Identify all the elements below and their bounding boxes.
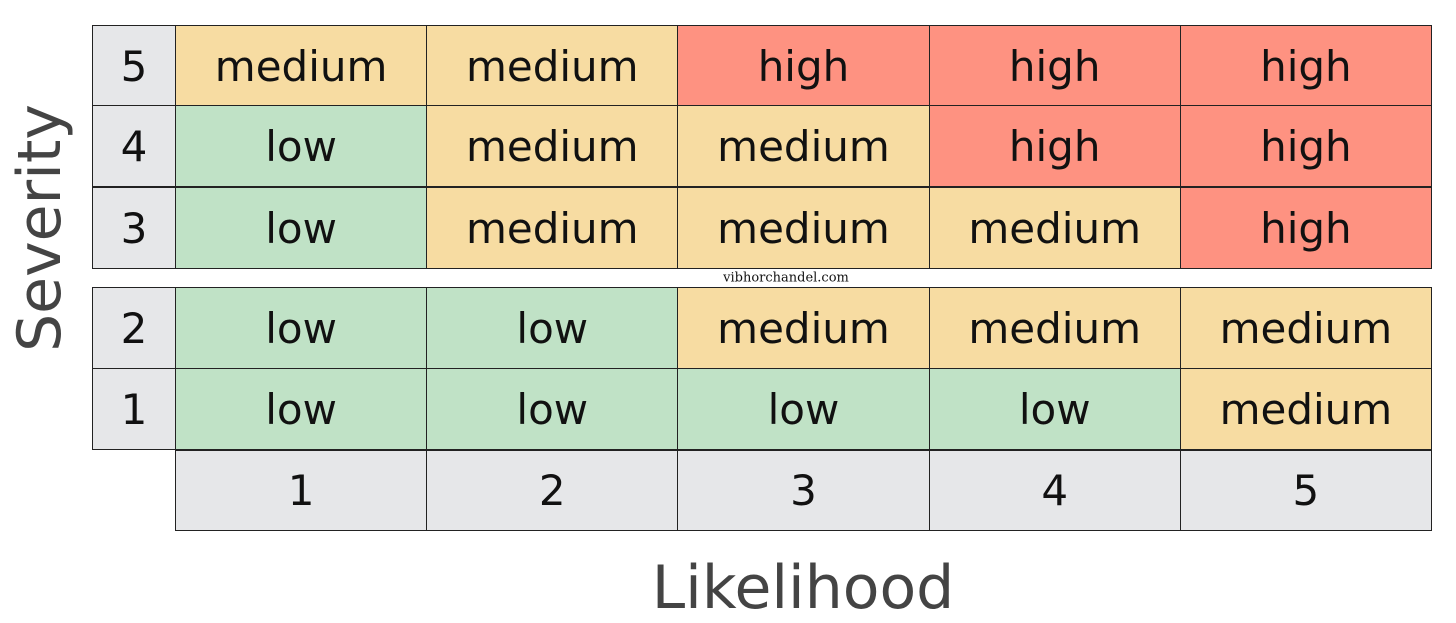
- severity-label: 3: [92, 187, 176, 269]
- risk-cell: high: [928, 25, 1181, 107]
- x-axis-label: Likelihood: [651, 553, 955, 623]
- likelihood-label: 3: [677, 450, 930, 531]
- risk-cell: low: [175, 287, 428, 369]
- likelihood-label: 4: [928, 450, 1181, 531]
- risk-cell: medium: [1179, 287, 1432, 369]
- severity-label: 1: [92, 368, 176, 450]
- risk-cell: low: [175, 368, 428, 450]
- risk-cell: low: [426, 287, 679, 369]
- risk-cell: high: [1179, 187, 1432, 269]
- risk-cell: medium: [677, 287, 930, 369]
- risk-cell: medium: [426, 25, 679, 107]
- severity-label: 2: [92, 287, 176, 369]
- likelihood-label: 5: [1179, 450, 1432, 531]
- risk-cell: medium: [426, 105, 679, 187]
- risk-cell: medium: [677, 187, 930, 269]
- risk-cell: low: [175, 105, 428, 187]
- y-axis-label: Severity: [5, 104, 75, 352]
- risk-cell: medium: [1179, 368, 1432, 450]
- severity-label: 5: [92, 25, 176, 107]
- watermark: vibhorchandel.com: [723, 270, 849, 286]
- risk-cell: low: [175, 187, 428, 269]
- severity-label: 4: [92, 105, 176, 187]
- risk-cell: medium: [677, 105, 930, 187]
- likelihood-label: 1: [175, 450, 428, 531]
- risk-cell: high: [1179, 105, 1432, 187]
- risk-cell: medium: [426, 187, 679, 269]
- risk-cell: low: [426, 368, 679, 450]
- risk-cell: medium: [175, 25, 428, 107]
- likelihood-label: 2: [426, 450, 679, 531]
- risk-cell: high: [677, 25, 930, 107]
- risk-cell: medium: [928, 187, 1181, 269]
- risk-cell: high: [928, 105, 1181, 187]
- risk-cell: low: [677, 368, 930, 450]
- risk-cell: medium: [928, 287, 1181, 369]
- risk-cell: low: [928, 368, 1181, 450]
- risk-cell: high: [1179, 25, 1432, 107]
